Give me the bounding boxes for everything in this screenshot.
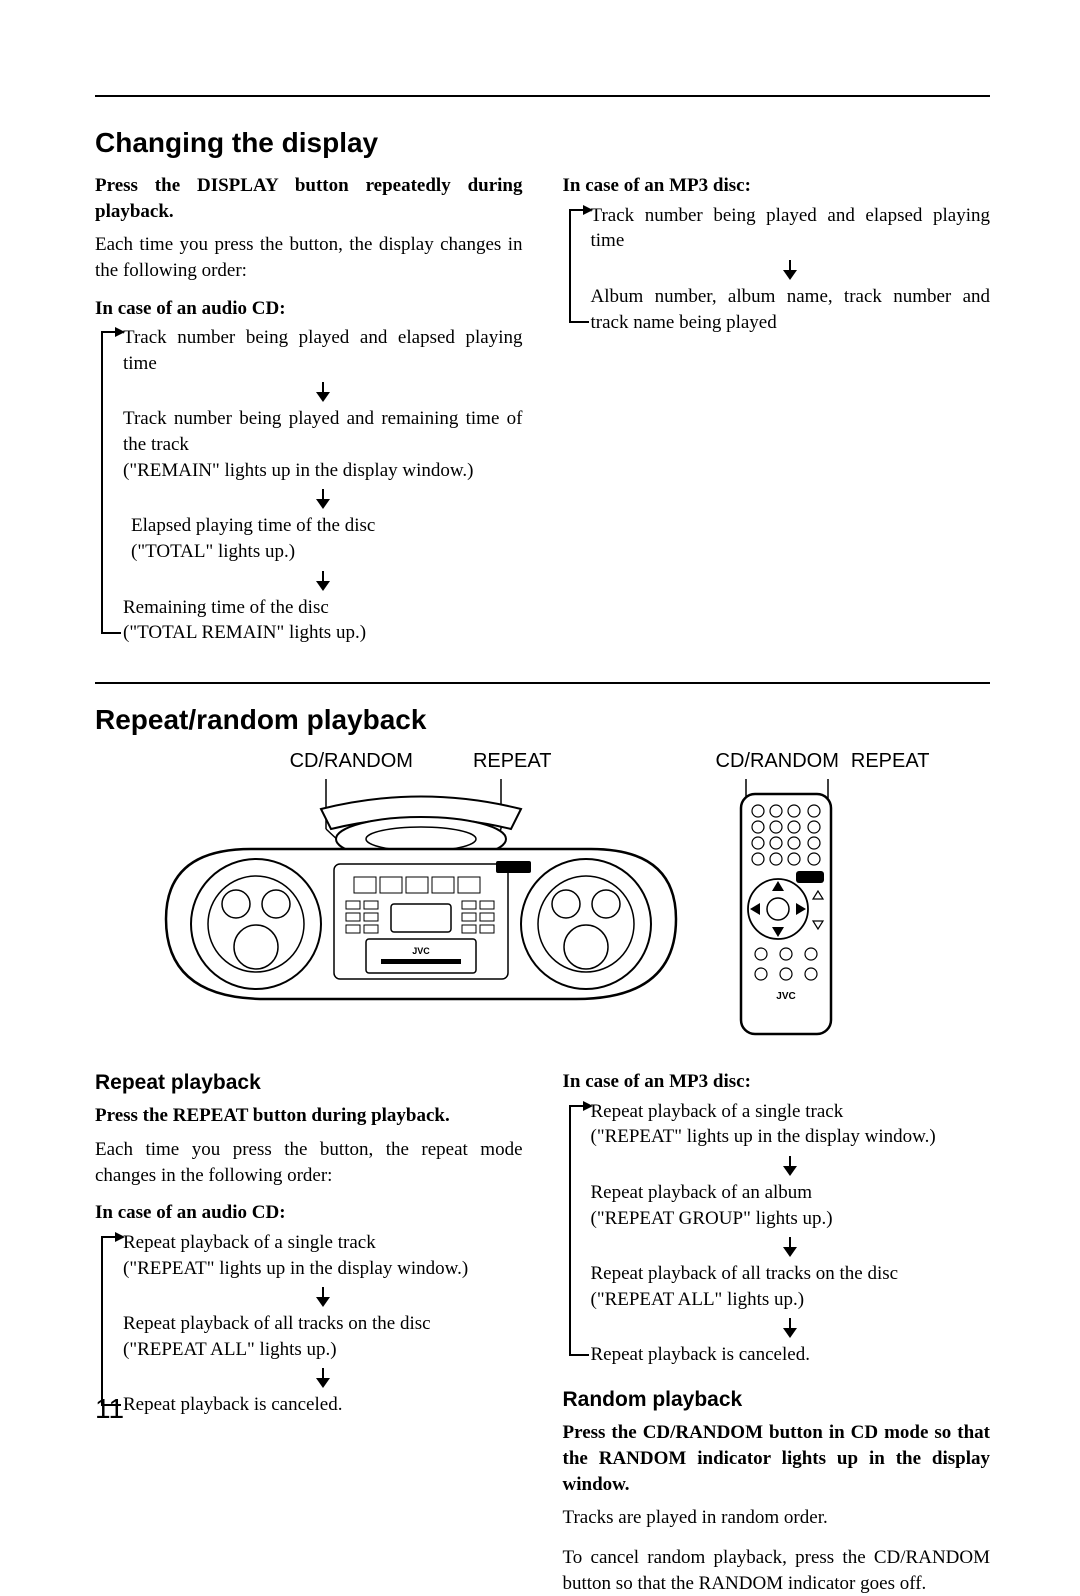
flow-repeat-cd: Repeat playback of a single track("REPEA… (95, 1230, 523, 1418)
flow-start-arrow-icon (583, 1101, 593, 1111)
flow-item: Album number, album name, track number a… (591, 284, 991, 335)
flow-item: Repeat playback of a single track("REPEA… (123, 1230, 523, 1281)
desc-repeat: Each time you press the button, the repe… (95, 1137, 523, 1188)
flow-audio-cd: Track number being played and elapsed pl… (95, 325, 523, 646)
case-mp3: In case of an MP3 disc: (563, 173, 991, 199)
desc-display: Each time you press the button, the disp… (95, 232, 523, 283)
case-mp3-2: In case of an MP3 disc: (563, 1069, 991, 1095)
flow-line (101, 1236, 103, 1406)
flow-item: Repeat playback of all tracks on the dis… (123, 1311, 523, 1362)
flow-repeat-mp3: Repeat playback of a single track("REPEA… (563, 1099, 991, 1368)
heading-random-playback: Random playback (563, 1386, 991, 1414)
flow-start-arrow-icon (583, 205, 593, 215)
arrow-down-icon (316, 571, 330, 591)
case-audio-cd-2: In case of an audio CD: (95, 1200, 523, 1226)
divider-top (95, 95, 990, 97)
flow-end-h (569, 1354, 589, 1356)
page-number: 11 (95, 1393, 124, 1425)
flow-item: Elapsed playing time of the disc("TOTAL"… (123, 513, 523, 564)
section2-right: In case of an MP3 disc: Repeat playback … (563, 1069, 991, 1596)
heading-repeat-playback: Repeat playback (95, 1069, 523, 1097)
instruction-repeat: Press the REPEAT button during playback. (95, 1103, 523, 1129)
page-container: Changing the display Press the DISPLAY b… (0, 0, 1080, 1485)
remote-labels: CD/RANDOM REPEAT (716, 750, 930, 773)
label-repeat-remote: REPEAT (851, 750, 930, 773)
section-title-display: Changing the display (95, 127, 990, 159)
instruction-display: Press the DISPLAY button repeatedly duri… (95, 173, 523, 224)
flow-item: Track number being played and elapsed pl… (123, 325, 523, 376)
boombox-labels: CD/RANDOM REPEAT (156, 750, 686, 773)
flow-line (569, 1105, 571, 1356)
flow-item: Remaining time of the disc("TOTAL REMAIN… (123, 595, 523, 646)
section1-right: In case of an MP3 disc: Track number bei… (563, 173, 991, 652)
remote-illustration: JVC (716, 779, 856, 1039)
flow-item: Track number being played and remaining … (123, 406, 523, 483)
flow-end-h (101, 632, 121, 634)
flow-item: Repeat playback of a single track("REPEA… (591, 1099, 991, 1150)
desc-random: Tracks are played in random order. (563, 1505, 991, 1531)
arrow-down-icon (316, 489, 330, 509)
flow-line (569, 209, 571, 324)
section-title-repeat: Repeat/random playback (95, 704, 990, 736)
flow-start-arrow-icon (115, 1232, 125, 1242)
arrow-down-icon (783, 1318, 797, 1338)
boombox-illustration: JVC (156, 779, 686, 1009)
section2-columns: Repeat playback Press the REPEAT button … (95, 1069, 990, 1596)
arrow-down-icon (783, 1156, 797, 1176)
flow-mp3: Track number being played and elapsed pl… (563, 203, 991, 336)
flow-line (101, 331, 103, 634)
section1-columns: Press the DISPLAY button repeatedly duri… (95, 173, 990, 652)
flow-item: Repeat playback of all tracks on the dis… (591, 1261, 991, 1312)
arrow-down-icon (316, 1287, 330, 1307)
arrow-down-icon (316, 1368, 330, 1388)
arrow-down-icon (783, 1237, 797, 1257)
label-cd-random: CD/RANDOM (290, 750, 413, 773)
cancel-random: To cancel random playback, press the CD/… (563, 1545, 991, 1596)
flow-item: Track number being played and elapsed pl… (591, 203, 991, 254)
flow-item: Repeat playback of an album("REPEAT GROU… (591, 1180, 991, 1231)
instruction-random: Press the CD/RANDOM button in CD mode so… (563, 1420, 991, 1497)
remote-diagram: CD/RANDOM REPEAT (716, 750, 930, 1039)
flow-item: Repeat playback is canceled. (591, 1342, 991, 1368)
section1-left: Press the DISPLAY button repeatedly duri… (95, 173, 523, 652)
arrow-down-icon (316, 382, 330, 402)
svg-text:JVC: JVC (412, 946, 430, 956)
diagram-area: CD/RANDOM REPEAT (95, 750, 990, 1039)
arrow-down-icon (783, 260, 797, 280)
flow-end-h (569, 321, 589, 323)
case-audio-cd: In case of an audio CD: (95, 296, 523, 322)
label-repeat: REPEAT (473, 750, 552, 773)
svg-text:JVC: JVC (776, 991, 795, 1002)
flow-item: Repeat playback is canceled. (123, 1392, 523, 1418)
label-cd-random-remote: CD/RANDOM (716, 750, 839, 773)
flow-start-arrow-icon (115, 327, 125, 337)
boombox-diagram: CD/RANDOM REPEAT (156, 750, 686, 1009)
divider-mid (95, 682, 990, 684)
section2-left: Repeat playback Press the REPEAT button … (95, 1069, 523, 1596)
